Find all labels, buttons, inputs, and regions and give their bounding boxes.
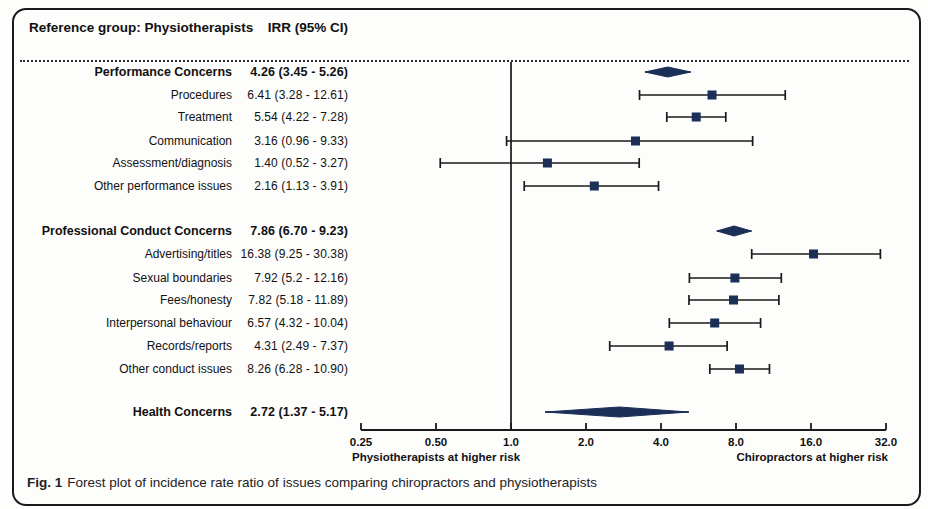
summary-diamond <box>545 407 689 417</box>
row-label-text: Treatment <box>178 110 232 124</box>
row-label-text: Health Concerns <box>133 405 232 419</box>
x-axis-tick-label: 8.0 <box>714 436 758 448</box>
row-irr-value: 6.57 (4.32 - 10.04) <box>240 315 348 331</box>
row-label-text: Interpersonal behaviour <box>106 316 232 330</box>
point-estimate-square <box>710 319 719 328</box>
row-irr-value: 7.86 (6.70 - 9.23) <box>240 223 348 239</box>
row-value-text: 7.92 (5.2 - 12.16) <box>254 271 348 285</box>
row-label: Advertising/titles <box>20 246 232 262</box>
x-axis-tick-label: 0.25 <box>339 436 383 448</box>
row-label-text: Fees/honesty <box>160 293 232 307</box>
reference-group-header: Reference group: Physiotherapists <box>29 20 253 35</box>
row-label-text: Other performance issues <box>94 179 232 193</box>
point-estimate-square <box>665 342 674 351</box>
caption-prefix: Fig. 1 <box>27 475 62 490</box>
row-value-text: 7.82 (5.18 - 11.89) <box>248 293 348 307</box>
reference-line <box>510 62 512 431</box>
row-irr-value: 5.54 (4.22 - 7.28) <box>240 109 348 125</box>
point-estimate-square <box>708 91 717 100</box>
row-label: Professional Conduct Concerns <box>20 223 232 239</box>
row-label: Fees/honesty <box>20 292 232 308</box>
row-irr-value: 4.26 (3.45 - 5.26) <box>240 64 348 80</box>
row-label-text: Sexual boundaries <box>133 271 232 285</box>
summary-diamond <box>717 226 752 236</box>
row-irr-value: 7.82 (5.18 - 11.89) <box>240 292 348 308</box>
row-value-text: 1.40 (0.52 - 3.27) <box>254 156 348 170</box>
row-irr-value: 2.16 (1.13 - 3.91) <box>240 178 348 194</box>
point-estimate-square <box>631 137 640 146</box>
row-label: Other conduct issues <box>20 361 232 377</box>
point-estimate-square <box>735 365 744 374</box>
x-axis-tick-label: 16.0 <box>789 436 833 448</box>
point-estimate-square <box>543 159 552 168</box>
point-estimate-square <box>730 274 739 283</box>
x-axis-tick-label: 1.0 <box>489 436 533 448</box>
row-value-text: 8.26 (6.28 - 10.90) <box>247 362 348 376</box>
row-value-text: 3.16 (0.96 - 9.33) <box>254 134 348 148</box>
row-irr-value: 4.31 (2.49 - 7.37) <box>240 338 348 354</box>
row-value-text: 6.57 (4.32 - 10.04) <box>247 316 348 330</box>
row-label: Communication <box>20 133 232 149</box>
row-label-text: Professional Conduct Concerns <box>42 224 232 238</box>
row-label-text: Procedures <box>171 88 232 102</box>
row-label-text: Advertising/titles <box>145 247 232 261</box>
point-estimate-square <box>729 296 738 305</box>
caption-text: Forest plot of incidence rate ratio of i… <box>67 475 597 490</box>
row-label-text: Other conduct issues <box>119 362 232 376</box>
row-label-text: Communication <box>149 134 232 148</box>
row-value-text: 16.38 (9.25 - 30.38) <box>241 247 348 261</box>
row-irr-value: 8.26 (6.28 - 10.90) <box>240 361 348 377</box>
row-label: Health Concerns <box>20 404 232 420</box>
point-estimate-square <box>692 113 701 122</box>
axis-label-right: Chiropractors at higher risk <box>540 451 888 463</box>
row-label: Interpersonal behaviour <box>20 315 232 331</box>
x-axis-tick-label: 4.0 <box>639 436 683 448</box>
row-value-text: 2.72 (1.37 - 5.17) <box>250 405 348 419</box>
row-irr-value: 6.41 (3.28 - 12.61) <box>240 87 348 103</box>
point-estimate-square <box>590 182 599 191</box>
row-irr-value: 16.38 (9.25 - 30.38) <box>240 246 348 262</box>
axis-label-left: Physiotherapists at higher risk <box>352 451 520 463</box>
row-value-text: 5.54 (4.22 - 7.28) <box>254 110 348 124</box>
row-label: Other performance issues <box>20 178 232 194</box>
row-label-text: Performance Concerns <box>94 65 232 79</box>
summary-diamond <box>645 67 691 77</box>
row-label: Treatment <box>20 109 232 125</box>
row-label: Sexual boundaries <box>20 270 232 286</box>
row-label: Assessment/diagnosis <box>20 155 232 171</box>
row-label: Performance Concerns <box>20 64 232 80</box>
row-irr-value: 3.16 (0.96 - 9.33) <box>240 133 348 149</box>
row-label: Records/reports <box>20 338 232 354</box>
row-irr-value: 7.92 (5.2 - 12.16) <box>240 270 348 286</box>
row-label-text: Assessment/diagnosis <box>113 156 232 170</box>
row-value-text: 6.41 (3.28 - 12.61) <box>247 88 348 102</box>
row-value-text: 4.31 (2.49 - 7.37) <box>254 339 348 353</box>
dotted-divider <box>20 60 909 62</box>
row-label: Procedures <box>20 87 232 103</box>
row-label-text: Records/reports <box>147 339 232 353</box>
row-value-text: 4.26 (3.45 - 5.26) <box>250 65 348 79</box>
irr-column-header: IRR (95% CI) <box>240 20 348 35</box>
row-value-text: 7.86 (6.70 - 9.23) <box>250 224 348 238</box>
row-irr-value: 2.72 (1.37 - 5.17) <box>240 404 348 420</box>
forest-plot-figure: Reference group: Physiotherapists IRR (9… <box>0 0 928 509</box>
x-axis-tick-label: 32.0 <box>864 436 908 448</box>
row-value-text: 2.16 (1.13 - 3.91) <box>254 179 348 193</box>
point-estimate-square <box>809 250 818 259</box>
row-irr-value: 1.40 (0.52 - 3.27) <box>240 155 348 171</box>
figure-caption: Fig. 1 Forest plot of incidence rate rati… <box>27 475 597 490</box>
x-axis-tick-label: 0.50 <box>414 436 458 448</box>
x-axis-tick-label: 2.0 <box>564 436 608 448</box>
